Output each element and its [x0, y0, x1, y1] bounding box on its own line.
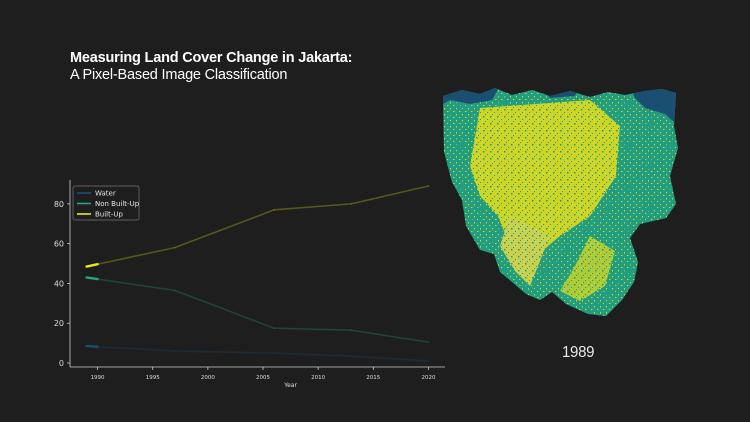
map-year-label: 1989 — [562, 343, 595, 362]
data-point — [85, 345, 88, 347]
data-point — [85, 265, 88, 268]
data-point — [350, 355, 353, 357]
data-point — [273, 209, 275, 211]
data-point — [173, 246, 176, 249]
x-tick-label: 1990 — [91, 375, 105, 381]
series-highlight-built-up — [85, 262, 99, 268]
x-axis-label: Year — [283, 382, 297, 389]
page-title: Measuring Land Cover Change in Jakarta: — [70, 50, 353, 66]
data-point — [173, 289, 176, 292]
series-highlight-non-built-up — [85, 276, 99, 281]
x-tick-label: 2020 — [421, 375, 435, 381]
data-point — [273, 352, 275, 354]
x-tick-label: 2010 — [311, 375, 325, 381]
y-tick-label: 0 — [59, 359, 64, 368]
legend-label: Non Built-Up — [95, 200, 140, 208]
x-tick-label: 1995 — [146, 375, 160, 381]
data-point — [85, 276, 88, 279]
data-point — [427, 360, 430, 362]
legend-label: Water — [95, 190, 116, 198]
x-tick-label: 2000 — [201, 375, 215, 381]
legend-label: Built-Up — [95, 211, 124, 219]
y-tick-label: 20 — [54, 319, 64, 328]
data-point — [350, 203, 353, 205]
y-tick-label: 80 — [54, 200, 64, 209]
series-line-water — [86, 345, 429, 362]
series-highlight-water — [85, 344, 99, 348]
jakarta-land-cover-map — [440, 86, 680, 322]
data-point — [427, 341, 430, 343]
x-tick-label: 2015 — [366, 375, 380, 381]
legend-box — [72, 185, 140, 221]
data-point — [427, 185, 430, 187]
data-point — [350, 329, 353, 331]
data-point — [173, 350, 176, 352]
y-tick-label: 40 — [54, 279, 64, 288]
series-line-non-built-up — [86, 276, 429, 343]
data-point — [273, 327, 275, 330]
series-line-built-up — [86, 185, 429, 268]
y-tick-label: 60 — [54, 240, 64, 249]
land-cover-map-image — [443, 88, 678, 316]
page-subtitle: A Pixel-Based Image Classification — [70, 67, 288, 83]
x-tick-label: 2005 — [256, 375, 270, 381]
